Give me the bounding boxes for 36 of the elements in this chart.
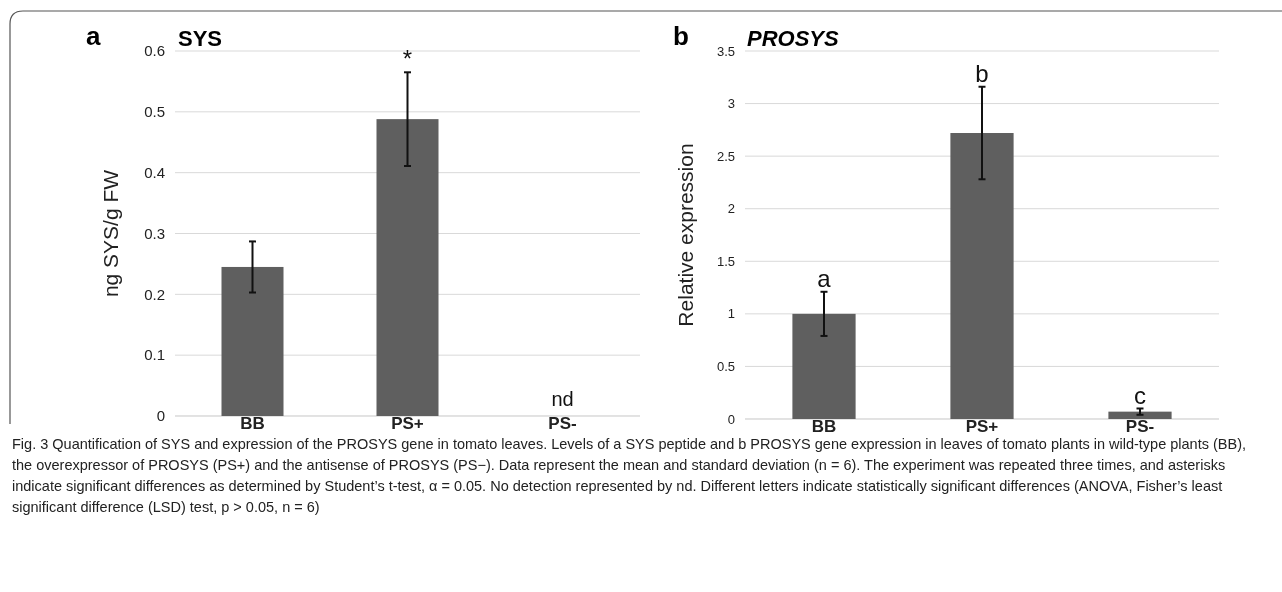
y-tick-label: 0.2 [144,285,165,303]
bar [1108,411,1172,419]
y-tick-label: 0.5 [716,358,735,374]
text: a [86,21,101,51]
bar [950,133,1014,419]
text: b [673,21,689,51]
bar [792,313,856,419]
x-tick-label: PS+ [965,417,999,436]
y-tick-label: 0.3 [144,224,165,242]
annotation: c [1134,381,1146,409]
chart-title: SYS [178,26,223,51]
x-tick-label: PS- [548,414,577,433]
chart-title: PROSYS [747,26,840,51]
y-tick-label: 0.4 [144,163,165,181]
y-tick-label: 0.6 [144,42,165,60]
y-tick-label: 3 [727,96,735,112]
y-axis-title: ng SYS/g FW [99,169,122,298]
y-axis-title: Relative expression [674,143,697,327]
x-tick-label: BB [811,417,837,436]
annotation: a [817,264,832,292]
annotation: b [975,59,989,87]
x-tick-label: PS+ [391,414,424,433]
y-tick-label: 1 [727,306,735,322]
y-tick-label: 2.5 [716,148,735,164]
y-tick-label: 1.5 [716,253,735,269]
annotation: nd [551,388,574,410]
y-tick-label: 0 [156,407,165,425]
annotation: * [402,45,413,73]
y-tick-label: 2 [727,201,735,217]
y-tick-label: 0.1 [144,346,165,364]
y-tick-label: 0.5 [144,103,165,121]
x-tick-label: PS- [1125,417,1155,436]
y-tick-label: 3.5 [716,43,735,59]
y-tick-label: 0 [727,411,735,427]
x-tick-label: BB [240,414,265,433]
caption: Fig. 3 Quantification of SYS and expression of the PROSYS gene in tomato leaves. Levels of a SYS peptide and b PROSYS gene expression in leaves of tomato plants in wild-type plants (BB), the overexpressor of PROSYS (PS+) and the antisense of PROSYS (PS−). Data represent the mean and standard deviation (n = 6). The experiment was repeated three times, and asterisks indicate significant differences as determined by Student’s t-test, α = 0.05. No detection represented by nd. Different letters indicate statistically significant differences (ANOVA, Fisher’s least significant difference (LSD) test, p > 0.05, n = 6) [12,435,1247,517]
